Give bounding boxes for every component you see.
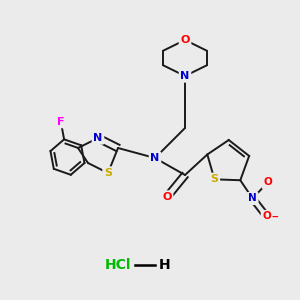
Text: N: N	[248, 194, 257, 203]
Text: O: O	[263, 178, 272, 188]
Text: HCl: HCl	[105, 258, 131, 272]
Text: O: O	[162, 192, 172, 202]
Text: O: O	[262, 212, 271, 221]
Text: N: N	[93, 133, 103, 143]
Text: S: S	[211, 174, 218, 184]
Text: F: F	[57, 117, 64, 127]
Text: S: S	[104, 168, 112, 178]
Text: N: N	[180, 71, 190, 81]
Text: O: O	[180, 35, 190, 45]
Text: H: H	[159, 258, 171, 272]
Text: N: N	[150, 153, 160, 163]
Text: −: −	[271, 212, 279, 221]
